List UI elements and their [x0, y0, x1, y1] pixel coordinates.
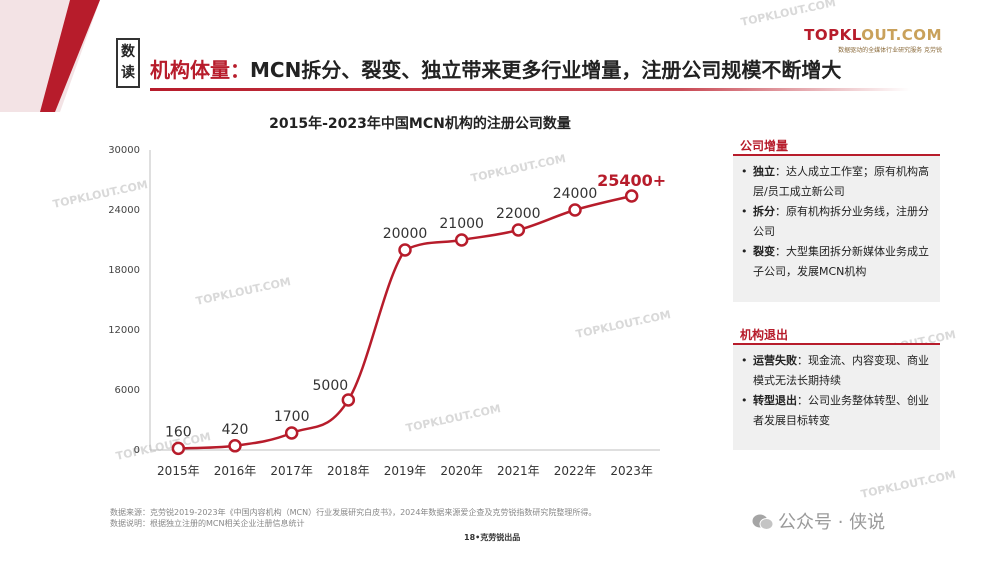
data-label: 20000 [383, 226, 428, 242]
item-text: ：现金流、内容变现、商业模式无法长期持续 [753, 354, 929, 387]
source-line: 数据来源：克劳锐2019-2023年《中国内容机构（MCN）行业发展研究白皮书》… [110, 508, 597, 517]
data-point [511, 223, 526, 237]
x-tick-label: 2020年 [440, 464, 483, 478]
data-label: 22000 [496, 206, 541, 222]
data-note-line: 数据说明：根据独立注册的MCN相关企业注册信息统计 [110, 519, 305, 528]
increase-item-2: • 拆分：原有机构拆分业务线，注册分公司 [741, 205, 929, 238]
y-tick-label: 18000 [108, 265, 140, 276]
wechat-label: 公众号 · 侠说 [752, 508, 885, 534]
corner-decoration [0, 0, 100, 112]
data-point [568, 203, 582, 217]
data-point [398, 243, 412, 257]
source-note: 数据来源：克劳锐2019-2023年《中国内容机构（MCN）行业发展研究白皮书》… [110, 507, 596, 529]
item-bold: 运营失败 [753, 354, 797, 367]
data-point [624, 189, 639, 203]
title-highlight: 机构体量： [150, 58, 250, 82]
item-bold: 转型退出 [753, 394, 797, 407]
x-tick-label: 2018年 [327, 464, 370, 478]
data-point [171, 441, 186, 456]
item-bold: 拆分 [753, 205, 775, 218]
y-tick-label: 0 [134, 445, 140, 456]
brand-name-accent: OUT.COM [861, 26, 942, 44]
brand-name: TOPKLOUT.COM [804, 26, 942, 44]
title-text: MCN拆分、裂变、独立带来更多行业增量，注册公司规模不断增大 [250, 58, 842, 82]
brand-subtitle: 数据驱动的全媒体行业研究服务 克劳锐 [838, 47, 942, 54]
x-tick-label: 2017年 [270, 464, 313, 478]
title-underline [150, 88, 910, 91]
series-line [178, 194, 632, 450]
item-text: ：大型集团拆分新媒体业务成立子公司，发展MCN机构 [753, 245, 929, 278]
data-point [228, 439, 242, 453]
y-tick-label: 30000 [108, 145, 140, 156]
data-label: 1700 [274, 409, 310, 425]
brand-logo: TOPKLOUT.COM 数据驱动的全媒体行业研究服务 克劳锐 [804, 26, 942, 54]
x-tick-label: 2015年 [157, 464, 200, 478]
data-point [284, 426, 299, 440]
item-text: ：原有机构拆分业务线，注册分公司 [753, 205, 929, 238]
wechat-icon [752, 513, 774, 531]
y-tick-label: 24000 [108, 205, 140, 216]
exit-item-2: • 转型退出：公司业务整体转型、创业者发展目标转变 [741, 394, 929, 427]
data-label: 160 [165, 424, 192, 440]
wechat-text: 公众号 · 侠说 [778, 512, 886, 533]
watermark: TOPKLOUT.COM [859, 468, 958, 501]
exit-item-1: • 运营失败：现金流、内容变现、商业模式无法长期持续 [741, 354, 929, 387]
y-tick-label: 12000 [108, 325, 140, 336]
item-text: ：公司业务整体转型、创业者发展目标转变 [753, 394, 929, 427]
exit-panel: • 运营失败：现金流、内容变现、商业模式无法长期持续 • 转型退出：公司业务整体转型… [733, 345, 940, 450]
data-point [454, 233, 469, 247]
item-bold: 独立 [753, 165, 775, 178]
data-label: 25400+ [597, 171, 666, 190]
data-label: 420 [222, 422, 249, 438]
increase-panel: • 独立：达人成立工作室；原有机构高层/员工成立新公司 • 拆分：原有机构拆分业务线… [733, 156, 940, 302]
data-label: 5000 [313, 378, 349, 394]
x-tick-label: 2016年 [214, 464, 257, 478]
brand-name-main: TOPKL [804, 26, 862, 44]
increase-item-1: • 独立：达人成立工作室；原有机构高层/员工成立新公司 [741, 165, 929, 198]
y-tick-label: 6000 [115, 385, 140, 396]
increase-heading: 公司增量 [740, 139, 789, 153]
line-chart: 0 6000 12000 18000 24000 30000 2015年 2016年 2017年… [108, 145, 666, 478]
data-label: 24000 [553, 186, 598, 202]
item-bold: 裂变 [753, 245, 775, 258]
section-badge: 数读 [116, 38, 140, 88]
x-tick-label: 2022年 [554, 464, 597, 478]
data-point [341, 393, 356, 407]
x-tick-label: 2019年 [384, 464, 427, 478]
item-text: ：达人成立工作室；原有机构高层/员工成立新公司 [753, 165, 929, 198]
increase-rule [733, 154, 940, 156]
page-title: 机构体量：MCN拆分、裂变、独立带来更多行业增量，注册公司规模不断增大 [150, 54, 841, 83]
x-tick-label: 2021年 [497, 464, 540, 478]
data-label: 21000 [439, 216, 484, 232]
page-number: 18•克劳锐出品 [464, 533, 521, 542]
x-tick-label: 2023年 [610, 464, 653, 478]
exit-heading: 机构退出 [740, 328, 789, 342]
chart-title: 2015年-2023年中国MCN机构的注册公司数量 [269, 116, 571, 132]
exit-rule [733, 343, 940, 345]
increase-item-3: • 裂变：大型集团拆分新媒体业务成立子公司，发展MCN机构 [741, 245, 929, 278]
watermark: TOPKLOUT.COM [739, 0, 838, 29]
